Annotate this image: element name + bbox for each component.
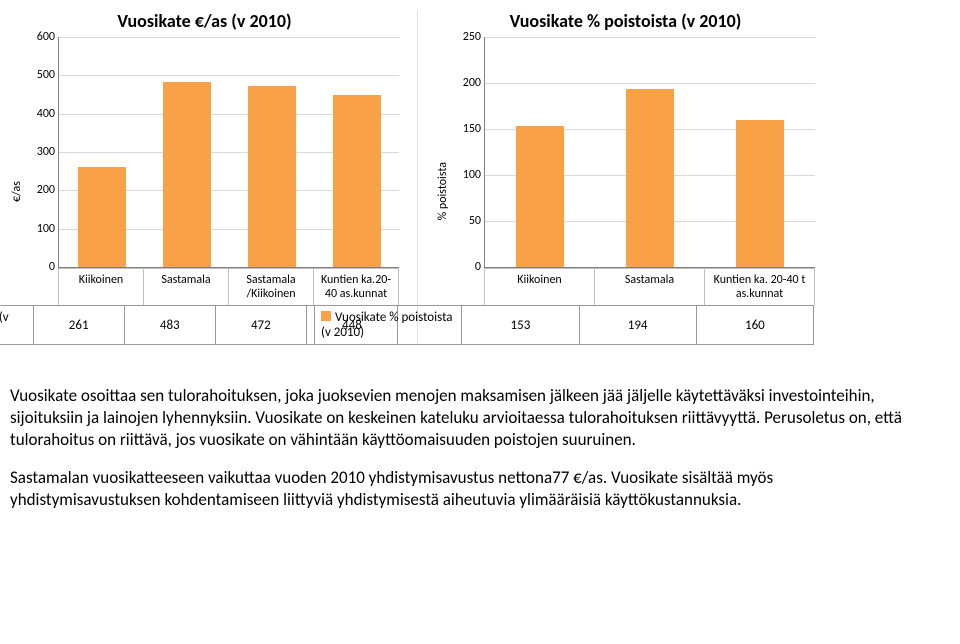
x-axis-categories: KiikoinenSastamalaKuntien ka. 20-40 t as… [484,268,815,305]
paragraph-2: Sastamalan vuosikatteeseen vaikuttaa vuo… [10,467,910,511]
plot-area: 050100150200250 [484,37,815,268]
y-tick: 250 [463,30,485,44]
x-category: Kiikoinen [485,269,595,305]
x-category: Kuntien ka. 20-40 t as.kunnat [705,269,815,305]
y-tick: 200 [37,183,59,197]
bar [163,82,211,267]
data-cell: 472 [215,306,306,345]
data-cell: 261 [33,306,124,345]
data-cell: 194 [579,306,696,345]
data-cell: 483 [124,306,215,345]
y-tick: 300 [37,145,59,159]
legend-swatch [321,311,331,321]
y-axis-label: €/as [10,181,24,202]
chart-title: Vuosikate % poistoista (v 2010) [436,10,815,32]
body-text: Vuosikate osoittaa sen tulorahoituksen, … [10,385,910,511]
y-tick: 400 [37,107,59,121]
chart-vuosikate-pct: Vuosikate % poistoista (v 2010) % poistoi… [436,10,815,345]
y-tick: 600 [37,30,59,44]
plot-area: 0100200300400500600 [58,37,399,268]
y-tick: 100 [463,168,485,182]
bar [736,120,784,267]
data-cell: 153 [462,306,579,345]
bar [333,95,381,267]
y-tick: 50 [469,214,485,228]
paragraph-1: Vuosikate osoittaa sen tulorahoituksen, … [10,385,910,451]
y-tick: 150 [463,122,485,136]
charts-row: Vuosikate €/as (v 2010)€/as0100200300400… [10,10,950,345]
y-tick: 200 [463,76,485,90]
chart-divider [417,10,418,345]
bar [626,89,674,267]
data-cell: 160 [696,306,813,345]
x-category: Sastamala /Kiikoinen [229,269,314,305]
series-label: Vuosikate % poistoista (v 2010) [315,306,462,345]
y-tick: 500 [37,68,59,82]
chart-title: Vuosikate €/as (v 2010) [10,10,399,32]
y-tick: 100 [37,222,59,236]
y-tick: 0 [49,260,59,274]
chart-vuosikate-eur: Vuosikate €/as (v 2010)€/as0100200300400… [10,10,399,345]
bar [516,126,564,267]
bar [78,167,126,267]
y-tick: 0 [475,260,485,274]
bar [248,86,296,267]
data-table: Vuosikate % poistoista (v 2010)153194160 [314,305,814,345]
x-axis-categories: KiikoinenSastamalaSastamala /KiikoinenKu… [58,268,399,305]
x-category: Kuntien ka.20-40 as.kunnat [314,269,399,305]
x-category: Sastamala [144,269,229,305]
x-category: Sastamala [595,269,705,305]
series-label: Vuosikate €/as (v 2010) [0,306,33,345]
y-axis-label: % poistoista [436,162,450,220]
x-category: Kiikoinen [59,269,144,305]
